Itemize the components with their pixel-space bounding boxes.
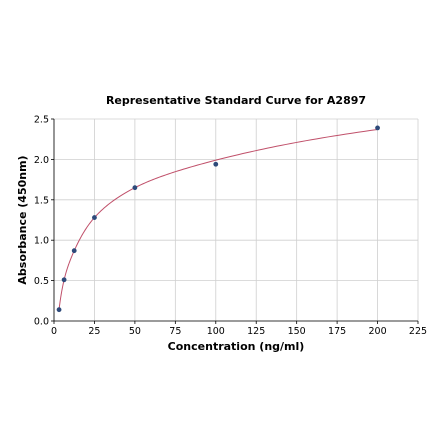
y-axis-label: Absorbance (450nm) (16, 155, 29, 284)
x-tick-label: 75 (169, 326, 181, 337)
axes (51, 118, 419, 324)
x-tick-label: 175 (328, 326, 346, 337)
data-point (132, 185, 138, 191)
data-points (56, 125, 380, 313)
data-point (56, 307, 62, 313)
x-tick-label: 225 (409, 326, 427, 337)
y-tick-label: 1.5 (34, 195, 49, 206)
chart-title: Representative Standard Curve for A2897 (106, 94, 366, 107)
data-point (61, 277, 67, 283)
x-tick-label: 125 (247, 326, 265, 337)
data-point (92, 215, 97, 220)
y-tick-label: 0.5 (34, 276, 49, 287)
y-tick-label: 2.5 (34, 115, 49, 126)
y-tick-label: 0.0 (34, 317, 49, 328)
x-tick-label: 150 (288, 326, 306, 337)
data-point (213, 161, 219, 167)
x-tick-label: 25 (88, 326, 100, 337)
x-tick-label: 50 (129, 326, 141, 337)
data-point (375, 125, 380, 131)
x-tick-label: 100 (207, 326, 225, 337)
x-tick-label: 0 (51, 326, 57, 337)
y-tick-label: 1.0 (34, 236, 49, 247)
tick-labels: 0 25 50 75 100 125 150 175 200 225 0.0 0.5 1.0 1.5 2.0… (34, 115, 427, 338)
x-axis-label: Concentration (ng/ml) (168, 340, 305, 353)
x-tick-label: 200 (368, 326, 386, 337)
data-point (71, 248, 77, 254)
y-tick-label: 2.0 (34, 155, 49, 166)
